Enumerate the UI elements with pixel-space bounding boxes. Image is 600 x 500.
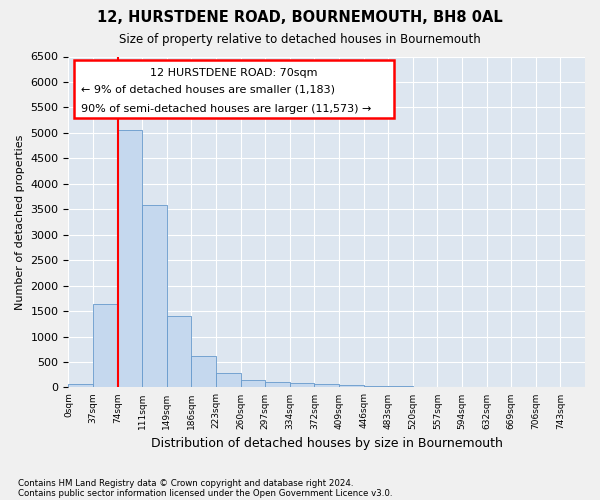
FancyBboxPatch shape [74,60,394,118]
Bar [339,386,364,388]
Bar [68,384,93,388]
Text: Contains public sector information licensed under the Open Government Licence v3: Contains public sector information licen… [18,488,392,498]
Bar [93,304,118,388]
Text: Size of property relative to detached houses in Bournemouth: Size of property relative to detached ho… [119,32,481,46]
Bar [191,356,216,388]
Bar [437,387,462,388]
Bar [364,386,388,388]
X-axis label: Distribution of detached houses by size in Bournemouth: Distribution of detached houses by size … [151,437,503,450]
Bar [265,382,290,388]
Bar [167,316,191,388]
Text: Contains HM Land Registry data © Crown copyright and database right 2024.: Contains HM Land Registry data © Crown c… [18,478,353,488]
Bar [314,384,339,388]
Bar [118,130,142,388]
Bar [290,384,314,388]
Bar [142,205,167,388]
Text: 12 HURSTDENE ROAD: 70sqm: 12 HURSTDENE ROAD: 70sqm [150,68,317,78]
Bar [241,380,265,388]
Text: ← 9% of detached houses are smaller (1,183): ← 9% of detached houses are smaller (1,1… [82,84,335,94]
Bar [388,386,413,388]
Text: 12, HURSTDENE ROAD, BOURNEMOUTH, BH8 0AL: 12, HURSTDENE ROAD, BOURNEMOUTH, BH8 0AL [97,10,503,25]
Text: 90% of semi-detached houses are larger (11,573) →: 90% of semi-detached houses are larger (… [82,104,371,115]
Bar [413,386,437,388]
Y-axis label: Number of detached properties: Number of detached properties [15,134,25,310]
Bar [216,372,241,388]
